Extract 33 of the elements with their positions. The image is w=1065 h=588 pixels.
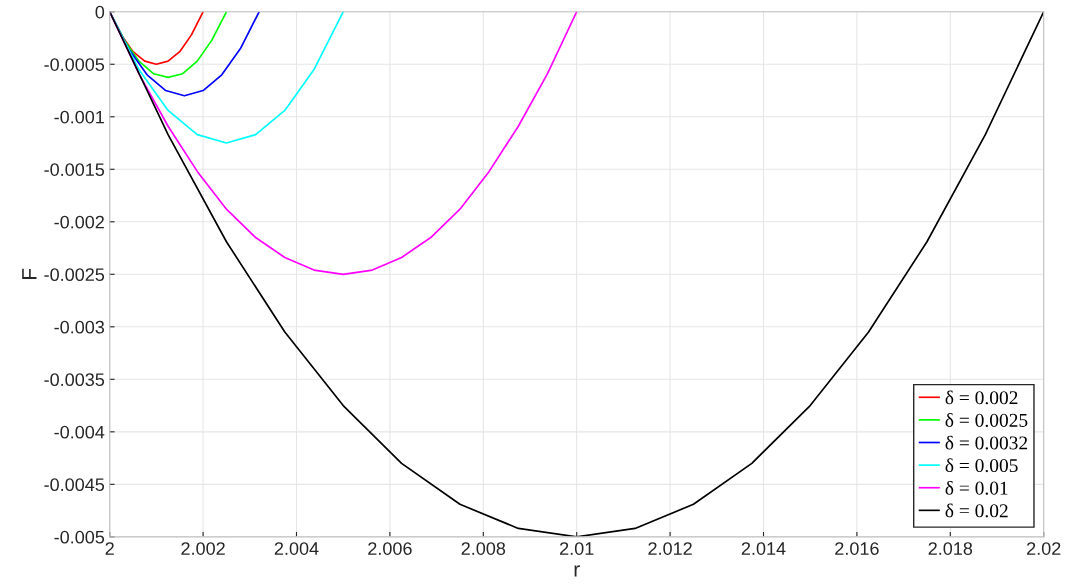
y-tick-label: -0.0025 bbox=[44, 268, 105, 282]
y-axis-title: F bbox=[22, 268, 37, 279]
line-series bbox=[109, 11, 345, 144]
line-series bbox=[109, 11, 1044, 537]
legend-label: δ = 0.002 bbox=[945, 390, 1018, 405]
y-tick-label: -0.0015 bbox=[44, 163, 105, 177]
x-tick-label: 2.018 bbox=[928, 542, 973, 555]
x-tick-label: 2.02 bbox=[1027, 542, 1061, 555]
y-tick-label: -0.001 bbox=[54, 110, 104, 124]
y-tick-label: -0.0045 bbox=[44, 478, 105, 492]
legend-label: δ = 0.005 bbox=[945, 458, 1018, 473]
line-series bbox=[109, 11, 578, 276]
y-tick-label: 0 bbox=[95, 5, 105, 19]
y-tick-label: -0.004 bbox=[54, 425, 105, 439]
x-tick-label: 2.006 bbox=[368, 542, 412, 555]
y-tick-label: -0.005 bbox=[54, 530, 105, 544]
y-tick-label: -0.002 bbox=[54, 215, 104, 229]
x-tick-label: 2 bbox=[105, 542, 114, 555]
x-tick-label: 2.008 bbox=[461, 542, 506, 555]
x-tick-label: 2.012 bbox=[648, 542, 692, 555]
legend-label: δ = 0.0025 bbox=[945, 413, 1028, 427]
x-tick-label: 2.002 bbox=[181, 542, 225, 555]
x-tick-label: 2.014 bbox=[741, 542, 786, 555]
y-tick-label: -0.0005 bbox=[44, 58, 105, 71]
legend-label: δ = 0.02 bbox=[945, 503, 1008, 518]
x-tick-label: 2.016 bbox=[835, 542, 879, 555]
x-tick-label: 2.01 bbox=[560, 542, 594, 555]
x-tick-label: 2.004 bbox=[274, 542, 319, 555]
legend-label: δ = 0.0032 bbox=[945, 435, 1028, 450]
y-tick-label: -0.003 bbox=[54, 320, 105, 334]
x-axis-title: r bbox=[574, 565, 580, 577]
y-tick-label: -0.0035 bbox=[44, 373, 105, 387]
legend-label: δ = 0.01 bbox=[945, 480, 1008, 495]
